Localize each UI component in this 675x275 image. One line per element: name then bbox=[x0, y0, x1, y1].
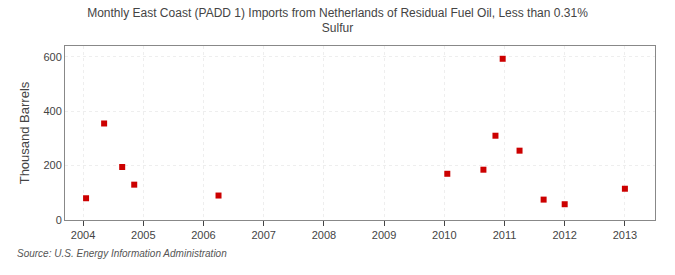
svg-text:2004: 2004 bbox=[71, 229, 95, 241]
svg-text:Thousand Barrels: Thousand Barrels bbox=[17, 81, 32, 184]
svg-text:2011: 2011 bbox=[493, 229, 517, 241]
svg-text:2009: 2009 bbox=[372, 229, 396, 241]
svg-text:0: 0 bbox=[56, 214, 62, 226]
svg-text:2007: 2007 bbox=[251, 229, 275, 241]
svg-text:2006: 2006 bbox=[191, 229, 215, 241]
svg-text:2012: 2012 bbox=[552, 229, 576, 241]
svg-text:600: 600 bbox=[43, 51, 61, 63]
svg-text:2008: 2008 bbox=[312, 229, 336, 241]
svg-text:2010: 2010 bbox=[432, 229, 456, 241]
svg-text:Monthly East Coast (PADD 1) Im: Monthly East Coast (PADD 1) Imports from… bbox=[87, 6, 588, 36]
svg-text:2013: 2013 bbox=[613, 229, 637, 241]
svg-text:Source: U.S. Energy Informatio: Source: U.S. Energy Information Administ… bbox=[17, 248, 227, 259]
svg-text:2005: 2005 bbox=[131, 229, 155, 241]
svg-text:200: 200 bbox=[43, 159, 61, 171]
svg-text:400: 400 bbox=[43, 105, 61, 117]
